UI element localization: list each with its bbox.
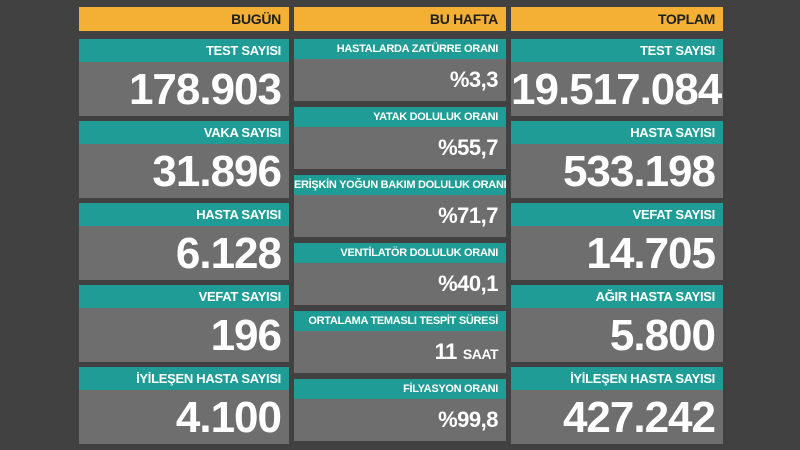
week-filiation-card: FİLYASYON ORANI %99,8 <box>294 379 506 441</box>
total-recovered-card: İYİLEŞEN HASTA SAYISI 427.242 <box>511 367 723 444</box>
today-patient-value: 6.128 <box>175 229 282 278</box>
week-ventilator-label: VENTİLATÖR DOLULUK ORANI <box>294 243 506 263</box>
week-filiation-label: FİLYASYON ORANI <box>294 379 506 399</box>
week-header: BU HAFTA <box>294 7 506 31</box>
week-pneumonia-card: HASTALARDA ZATÜRRE ORANI %3,3 <box>294 39 506 101</box>
week-icu-value: %71,7 <box>438 203 498 228</box>
week-ventilator-value: %40,1 <box>438 271 498 296</box>
week-bed-value: %55,7 <box>438 135 498 160</box>
week-contact-number: 11 <box>434 339 458 364</box>
total-column: TOPLAM TEST SAYISI 19.517.084 HASTA SAYI… <box>511 7 723 444</box>
today-test-label: TEST SAYISI <box>79 39 289 62</box>
total-severe-label: AĞIR HASTA SAYISI <box>511 285 723 308</box>
today-patient-label: HASTA SAYISI <box>79 203 289 226</box>
total-death-label: VEFAT SAYISI <box>511 203 723 226</box>
week-filiation-value: %99,8 <box>438 407 498 432</box>
total-death-card: VEFAT SAYISI 14.705 <box>511 203 723 280</box>
total-header: TOPLAM <box>511 7 723 31</box>
week-pneumonia-label: HASTALARDA ZATÜRRE ORANI <box>294 39 506 59</box>
total-test-card: TEST SAYISI 19.517.084 <box>511 39 723 116</box>
week-bed-label: YATAK DOLULUK ORANI <box>294 107 506 127</box>
week-contact-label: ORTALAMA TEMASLI TESPİT SÜRESİ <box>294 311 506 331</box>
total-test-value: 19.517.084 <box>511 65 722 114</box>
today-header: BUGÜN <box>79 7 289 31</box>
week-contact-unit: SAAT <box>462 346 499 362</box>
today-case-card: VAKA SAYISI 31.896 <box>79 121 289 198</box>
week-pneumonia-value: %3,3 <box>449 67 499 92</box>
today-death-label: VEFAT SAYISI <box>79 285 289 308</box>
today-column: BUGÜN TEST SAYISI 178.903 VAKA SAYISI 31… <box>79 7 289 444</box>
total-patient-card: HASTA SAYISI 533.198 <box>511 121 723 198</box>
today-recovered-value: 4.100 <box>175 393 282 442</box>
total-severe-value: 5.800 <box>609 311 716 360</box>
today-test-card: TEST SAYISI 178.903 <box>79 39 289 116</box>
week-contact-value: 11 SAAT <box>294 331 506 373</box>
total-test-label: TEST SAYISI <box>511 39 723 62</box>
week-column: BU HAFTA HASTALARDA ZATÜRRE ORANI %3,3 Y… <box>294 7 506 443</box>
week-ventilator-card: VENTİLATÖR DOLULUK ORANI %40,1 <box>294 243 506 305</box>
today-case-value: 31.896 <box>152 147 282 196</box>
week-bed-card: YATAK DOLULUK ORANI %55,7 <box>294 107 506 169</box>
total-recovered-value: 427.242 <box>562 393 716 442</box>
total-recovered-label: İYİLEŞEN HASTA SAYISI <box>511 367 723 390</box>
today-recovered-label: İYİLEŞEN HASTA SAYISI <box>79 367 289 390</box>
week-icu-label: ERİŞKİN YOĞUN BAKIM DOLULUK ORANI <box>294 175 506 195</box>
today-death-value: 196 <box>210 311 282 360</box>
today-death-card: VEFAT SAYISI 196 <box>79 285 289 362</box>
week-contact-card: ORTALAMA TEMASLI TESPİT SÜRESİ 11 SAAT <box>294 311 506 373</box>
today-test-value: 178.903 <box>128 65 282 114</box>
total-severe-card: AĞIR HASTA SAYISI 5.800 <box>511 285 723 362</box>
total-death-value: 14.705 <box>586 229 716 278</box>
today-case-label: VAKA SAYISI <box>79 121 289 144</box>
total-patient-value: 533.198 <box>562 147 716 196</box>
week-icu-card: ERİŞKİN YOĞUN BAKIM DOLULUK ORANI %71,7 <box>294 175 506 237</box>
today-patient-card: HASTA SAYISI 6.128 <box>79 203 289 280</box>
total-patient-label: HASTA SAYISI <box>511 121 723 144</box>
today-recovered-card: İYİLEŞEN HASTA SAYISI 4.100 <box>79 367 289 444</box>
